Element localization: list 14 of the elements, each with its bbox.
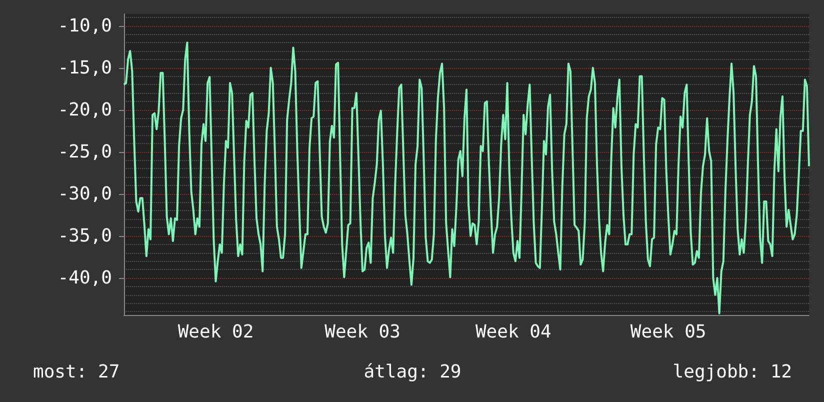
- x-tick-label: Week 03: [324, 322, 400, 342]
- text: most: 27: [33, 362, 120, 382]
- x-tick-label: Week 05: [630, 322, 706, 342]
- text: legjobb: 12: [672, 362, 792, 382]
- y-tick-label: -15,0: [58, 57, 112, 78]
- x-tick-label: Week 02: [178, 322, 254, 342]
- y-tick-label: -20,0: [58, 99, 112, 120]
- y-tick-label: -25,0: [58, 141, 112, 162]
- y-tick-label: -30,0: [58, 183, 112, 204]
- y-tick-label: -10,0: [58, 15, 112, 36]
- x-tick-label: Week 04: [475, 322, 552, 342]
- text: átlag: 29: [364, 362, 462, 382]
- y-tick-label: -35,0: [58, 225, 112, 246]
- y-tick-label: -40,0: [58, 268, 112, 289]
